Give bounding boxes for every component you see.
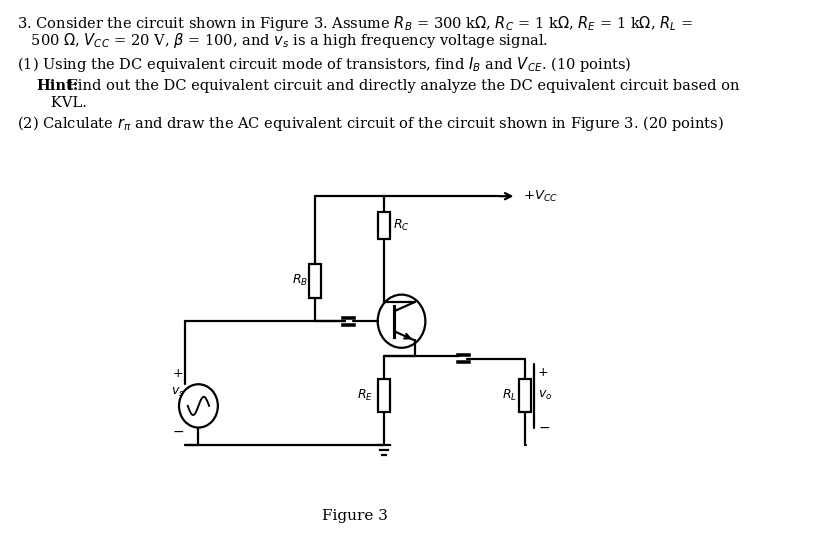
- Text: $R_B$: $R_B$: [292, 273, 308, 288]
- FancyBboxPatch shape: [519, 379, 531, 412]
- Text: 500 $\Omega$, $V_{CC}$ = 20 V, $\beta$ = 100, and $v_s$ is a high frequency volt: 500 $\Omega$, $V_{CC}$ = 20 V, $\beta$ =…: [17, 31, 548, 50]
- Text: $-$: $-$: [538, 420, 549, 434]
- Text: Figure 3: Figure 3: [322, 509, 388, 523]
- FancyBboxPatch shape: [309, 264, 321, 298]
- Text: $R_C$: $R_C$: [392, 218, 410, 233]
- Text: 3. Consider the circuit shown in Figure 3. Assume $R_B$ = 300 k$\Omega$, $R_C$ =: 3. Consider the circuit shown in Figure …: [17, 14, 694, 33]
- Text: KVL.: KVL.: [37, 96, 87, 110]
- FancyBboxPatch shape: [377, 212, 390, 239]
- Text: $-$: $-$: [172, 424, 184, 438]
- Text: Find out the DC equivalent circuit and directly analyze the DC equivalent circui: Find out the DC equivalent circuit and d…: [64, 79, 740, 93]
- Text: (2) Calculate $r_{\pi}$ and draw the AC equivalent circuit of the circuit shown : (2) Calculate $r_{\pi}$ and draw the AC …: [17, 115, 724, 134]
- Text: $v_o$: $v_o$: [538, 389, 552, 402]
- Text: Hint:: Hint:: [37, 79, 79, 93]
- Text: $R_E$: $R_E$: [358, 388, 373, 403]
- Text: $v_s$: $v_s$: [171, 386, 185, 399]
- Text: $R_L$: $R_L$: [502, 388, 517, 403]
- Text: +: +: [173, 367, 183, 380]
- Text: +: +: [538, 365, 548, 378]
- FancyBboxPatch shape: [377, 379, 390, 412]
- Text: (1) Using the DC equivalent circuit mode of transistors, find $I_B$ and $V_{CE}$: (1) Using the DC equivalent circuit mode…: [17, 55, 632, 74]
- Text: $+V_{CC}$: $+V_{CC}$: [524, 188, 558, 204]
